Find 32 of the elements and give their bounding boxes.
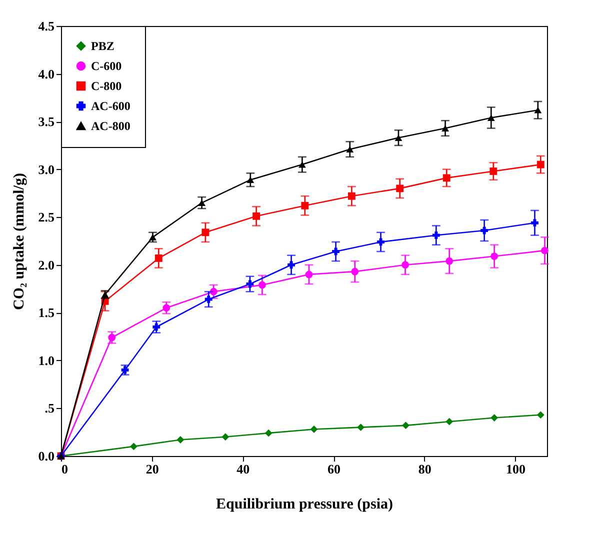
- legend-label: AC-800: [91, 119, 130, 133]
- y-tick-label: 1.0: [38, 352, 54, 368]
- y-tick-label: 0.0: [38, 448, 54, 464]
- x-tick-label: 100: [506, 462, 526, 476]
- legend-label: C-800: [91, 79, 122, 93]
- x-tick-label: 20: [146, 462, 159, 476]
- point: [222, 433, 230, 441]
- x-tick-label: 0: [62, 462, 68, 476]
- point: [130, 442, 138, 450]
- legend-label: C-600: [91, 59, 122, 73]
- point: [357, 424, 364, 432]
- point: [446, 418, 454, 426]
- x-tick-label: 60: [328, 462, 341, 476]
- x-tick-label: 40: [236, 462, 250, 476]
- x-tick-label: 80: [418, 462, 432, 476]
- y-tick-label: 3.0: [38, 162, 54, 177]
- legend-label: AC-600: [91, 99, 130, 113]
- point: [536, 411, 544, 419]
- y-tick-label: 4.0: [38, 66, 54, 82]
- y-tick-label: 3.5: [38, 114, 55, 130]
- y-tick-label: .5: [44, 400, 55, 416]
- point: [176, 436, 184, 444]
- point: [402, 422, 410, 430]
- legend-label: PBZ: [91, 39, 114, 53]
- y-tick-label: 4.5: [38, 18, 55, 34]
- point: [264, 429, 272, 437]
- y-tick-label: 1.5: [38, 305, 55, 320]
- y-tick-label: 2.0: [38, 257, 54, 272]
- y-tick-label: 2.5: [38, 210, 55, 225]
- x-axis-title: Equilibrium pressure (psia): [216, 496, 393, 512]
- y-axis-title: CO₂ uptake (mmol/g): [11, 173, 28, 310]
- point: [490, 414, 498, 422]
